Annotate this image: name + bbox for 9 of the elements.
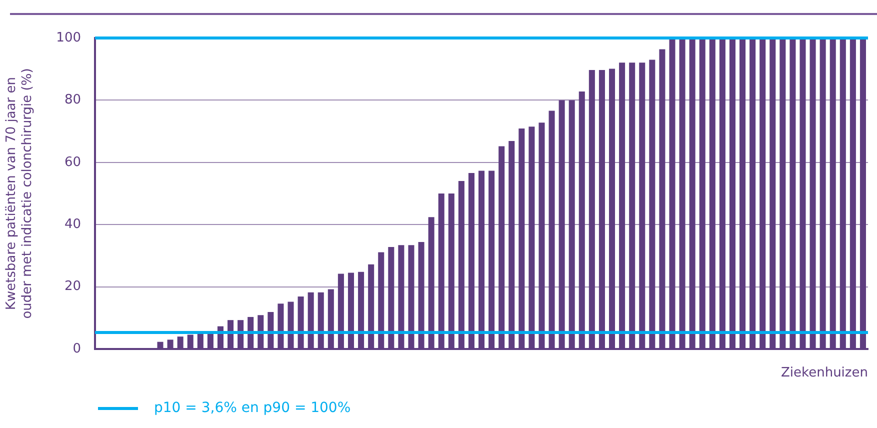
y-tick-label: 60: [64, 154, 81, 170]
y-axis-title: Kwetsbare patiënten van 70 jaar en ouder met indicatie colonchirurgie (%): [4, 68, 35, 319]
y-tick-label: 20: [64, 279, 81, 294]
y-tick-label: 40: [64, 216, 81, 232]
y-tick-label: 100: [56, 30, 81, 46]
y-tick-label: 80: [64, 92, 81, 108]
text: p10 = 3,6% en p90 = 100%: [154, 400, 351, 416]
x-axis-title: Ziekenhuizen: [781, 366, 868, 381]
y-tick-label: 0: [72, 341, 81, 356]
